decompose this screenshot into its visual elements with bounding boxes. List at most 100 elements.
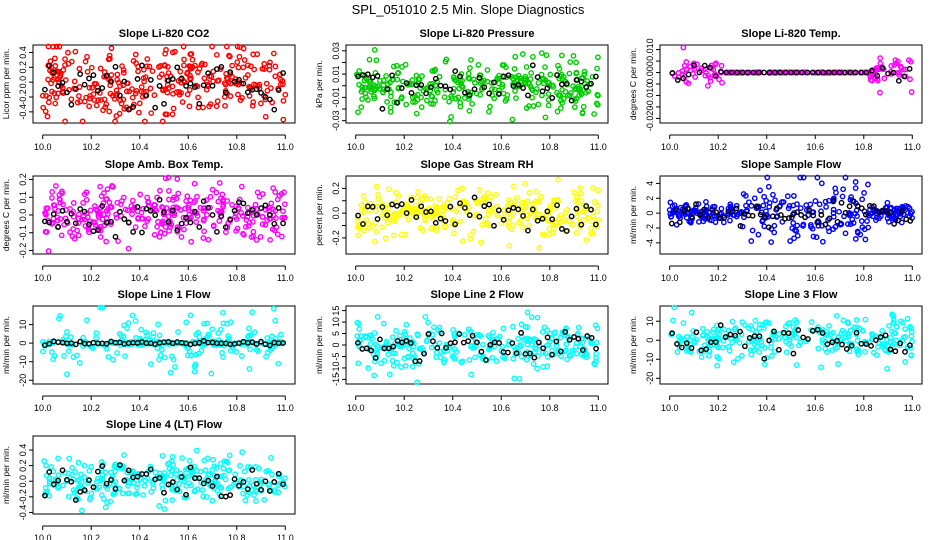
- data-point: [830, 210, 837, 216]
- data-point: [710, 326, 717, 333]
- data-point: [282, 91, 289, 98]
- data-point: [422, 217, 429, 224]
- data-point: [174, 176, 181, 182]
- data-point: [459, 358, 466, 365]
- data-series: [354, 176, 602, 251]
- data-point-highlight: [723, 69, 730, 76]
- x-tick-label: 10.4: [444, 403, 462, 413]
- data-point-highlight: [86, 477, 92, 484]
- data-point: [695, 201, 702, 207]
- data-point: [579, 339, 586, 346]
- data-point-highlight: [147, 76, 154, 83]
- data-point: [452, 194, 459, 200]
- data-point: [902, 326, 908, 332]
- data-point-highlight: [563, 80, 570, 87]
- data-point-highlight: [568, 97, 575, 104]
- data-point: [787, 238, 794, 244]
- data-point-highlight: [592, 73, 599, 80]
- data-point-highlight: [90, 228, 97, 235]
- data-point: [418, 104, 425, 111]
- data-point: [208, 370, 215, 377]
- data-point-highlight: [887, 346, 894, 353]
- data-point: [782, 323, 789, 330]
- data-point: [222, 229, 229, 236]
- data-point: [702, 66, 709, 73]
- data-point-highlight: [691, 62, 697, 69]
- data-point: [454, 79, 461, 86]
- data-point-highlight: [134, 76, 141, 82]
- data-point: [433, 87, 440, 94]
- data-point-highlight: [191, 208, 198, 215]
- data-point: [151, 231, 158, 238]
- data-point-highlight: [90, 339, 97, 346]
- data-point: [790, 202, 797, 209]
- data-point: [113, 211, 119, 218]
- data-point: [143, 329, 150, 336]
- data-point: [268, 454, 274, 461]
- data-point: [369, 223, 376, 229]
- data-point: [155, 218, 161, 225]
- data-point: [794, 222, 801, 229]
- data-point: [48, 349, 55, 355]
- data-point: [250, 218, 256, 225]
- data-point: [486, 108, 492, 115]
- data-point: [392, 350, 399, 357]
- data-point: [216, 218, 223, 224]
- data-point: [528, 314, 535, 321]
- data-point: [63, 371, 70, 378]
- data-point: [791, 331, 798, 338]
- data-point: [432, 66, 439, 73]
- data-point-highlight: [486, 201, 493, 208]
- plot-frame: [345, 175, 609, 255]
- data-point: [126, 88, 133, 95]
- data-point: [43, 92, 50, 99]
- data-series: [666, 174, 915, 245]
- data-point: [766, 320, 772, 327]
- data-point: [85, 480, 92, 486]
- data-point: [518, 78, 524, 84]
- data-point: [280, 116, 287, 123]
- data-point: [422, 195, 429, 202]
- data-point: [523, 105, 530, 111]
- data-point: [236, 196, 243, 203]
- data-point-highlight: [214, 228, 220, 235]
- data-point: [433, 227, 440, 234]
- data-point: [93, 102, 100, 109]
- data-point-highlight: [831, 69, 838, 76]
- data-point: [589, 185, 596, 191]
- data-point: [222, 102, 228, 109]
- data-point: [680, 44, 687, 51]
- data-point: [542, 114, 549, 121]
- data-point: [70, 354, 77, 360]
- x-tick-label: 11.0: [904, 273, 921, 283]
- data-point: [199, 60, 205, 67]
- data-point: [185, 204, 192, 211]
- data-point: [186, 348, 193, 355]
- data-point: [201, 75, 208, 82]
- data-point-highlight: [429, 338, 436, 345]
- data-point-highlight: [407, 340, 414, 346]
- data-point: [207, 193, 214, 200]
- data-point: [148, 110, 155, 117]
- x-tick-label: 10.8: [541, 273, 559, 283]
- data-point: [373, 57, 380, 64]
- data-point-highlight: [737, 223, 744, 229]
- data-point-highlight: [717, 322, 724, 329]
- data-point-highlight: [824, 341, 831, 348]
- data-point: [147, 85, 154, 92]
- y-axis-label: ml/min per min.: [628, 316, 638, 374]
- data-point: [373, 183, 380, 190]
- data-point: [859, 196, 866, 203]
- data-point: [583, 237, 590, 244]
- data-point: [686, 218, 693, 225]
- data-point: [842, 230, 849, 237]
- data-point: [873, 352, 880, 359]
- data-point: [372, 208, 379, 214]
- data-point: [485, 332, 492, 339]
- data-point: [277, 331, 284, 338]
- x-tick-label: 10.6: [492, 273, 510, 283]
- data-point: [852, 179, 859, 185]
- data-point: [385, 219, 391, 226]
- data-point: [176, 481, 183, 487]
- data-point: [768, 344, 774, 351]
